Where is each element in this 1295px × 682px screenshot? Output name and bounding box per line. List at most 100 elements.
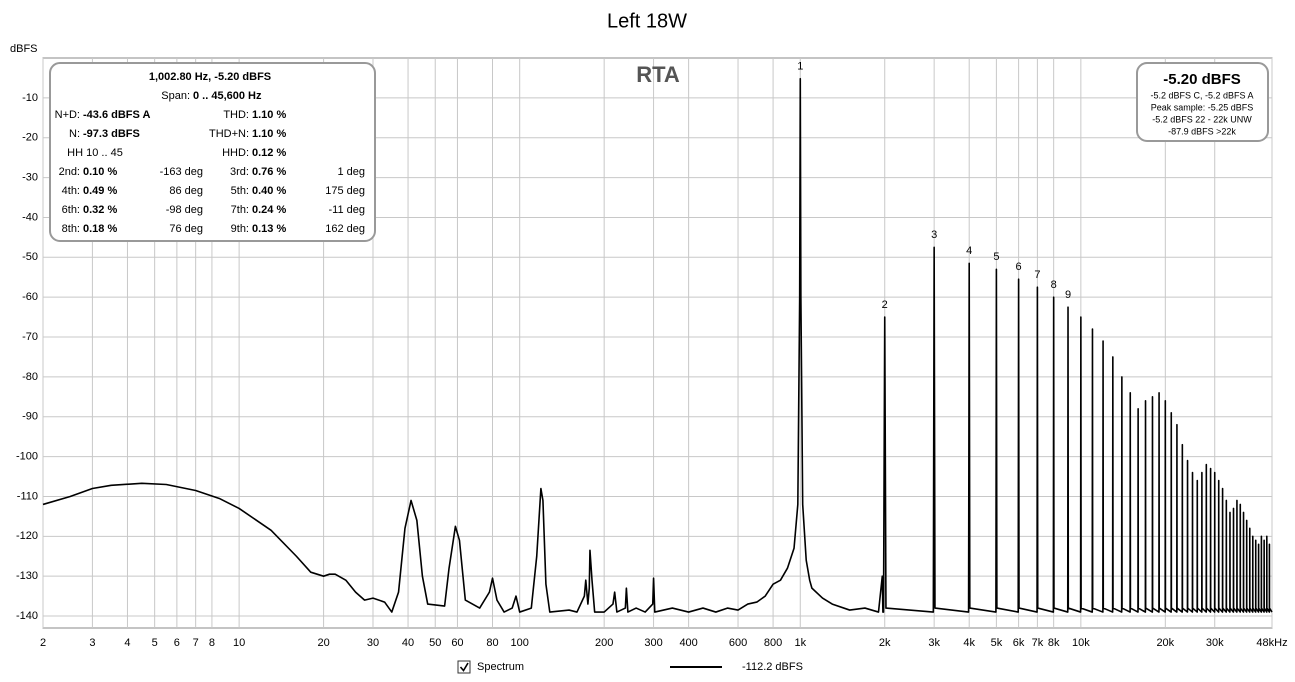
info-label: THD:: [223, 109, 249, 121]
x-tick-label: 200: [595, 637, 613, 649]
harmonic-label: 9: [1065, 289, 1071, 301]
x-tick-label: 48kHz: [1256, 637, 1287, 649]
info-value: -43.6 dBFS A: [83, 109, 150, 121]
x-tick-label: 8k: [1048, 637, 1060, 649]
info-value: 0.13 %: [252, 223, 286, 235]
info-label: 8th:: [62, 223, 80, 235]
x-tick-label: 300: [644, 637, 662, 649]
info-label: 9th:: [231, 223, 249, 235]
x-tick-label: 4k: [963, 637, 975, 649]
harmonic-label: 2: [882, 299, 888, 311]
y-tick-label: -30: [22, 171, 38, 183]
info-value: -97.3 dBFS: [83, 128, 140, 140]
chart-title: Left 18W: [607, 10, 687, 32]
info-value: 0.10 %: [83, 166, 117, 178]
info-phase: -163 deg: [160, 166, 203, 178]
level-panel-box: [1136, 62, 1269, 142]
level-panel: -5.20 dBFS -5.2 dBFS C, -5.2 dBFS A Peak s…: [1136, 62, 1269, 142]
level-value: -5.20 dBFS: [1163, 71, 1241, 88]
x-tick-label: 7k: [1032, 637, 1044, 649]
grid: [42, 58, 1273, 628]
info-value: 1.10 %: [252, 109, 286, 121]
plot-label: RTA: [636, 62, 680, 87]
x-tick-label: 10: [233, 637, 245, 649]
info-label: THD+N:: [209, 128, 249, 140]
y-tick-label: -10: [22, 92, 38, 104]
harmonic-label: 6: [1016, 261, 1022, 273]
spectrum-line: [42, 77, 1273, 613]
info-label: 2nd:: [59, 166, 80, 178]
y-tick-label: -20: [22, 132, 38, 144]
y-tick-label: -70: [22, 331, 38, 343]
x-tick-label: 80: [486, 637, 498, 649]
info-value: 0.40 %: [252, 185, 286, 197]
x-tick-label: 30k: [1206, 637, 1224, 649]
info-value: 0.18 %: [83, 223, 117, 235]
level-line: -5.2 dBFS 22 - 22k UNW: [1152, 114, 1252, 124]
y-tick-label: -140: [16, 610, 38, 622]
harmonic-label: 4: [966, 245, 972, 257]
harmonic-label: 1: [797, 61, 803, 73]
x-tick-label: 7: [193, 637, 199, 649]
x-tick-label: 10k: [1072, 637, 1090, 649]
y-tick-label: -80: [22, 371, 38, 383]
y-axis-label: dBFS: [10, 43, 38, 55]
x-tick-label: 6k: [1013, 637, 1025, 649]
info-label: 6th:: [62, 204, 80, 216]
info-label: 3rd:: [230, 166, 249, 178]
x-tick-label: 400: [679, 637, 697, 649]
x-tick-label: 50: [429, 637, 441, 649]
x-tick-label: 40: [402, 637, 414, 649]
x-tick-label: 800: [764, 637, 782, 649]
x-tick-label: 5: [152, 637, 158, 649]
x-tick-label: 4: [124, 637, 130, 649]
level-line: Peak sample: -5.25 dBFS: [1151, 102, 1254, 112]
info-phase: 1 deg: [337, 166, 365, 178]
x-tick-label: 60: [451, 637, 463, 649]
info-label: 4th:: [62, 185, 80, 197]
y-tick-label: -50: [22, 251, 38, 263]
info-phase: 86 deg: [169, 185, 203, 197]
info-phase: -11 deg: [329, 204, 366, 216]
x-tick-label: 100: [511, 637, 529, 649]
info-value: 0.49 %: [83, 185, 117, 197]
level-line: -5.2 dBFS C, -5.2 dBFS A: [1150, 90, 1253, 100]
info-label: 5th:: [231, 185, 249, 197]
x-tick-label: 1k: [794, 637, 806, 649]
y-tick-label: -40: [22, 211, 38, 223]
info-phase: -98 deg: [166, 204, 203, 216]
info-phase: 175 deg: [325, 185, 365, 197]
x-tick-label: 3k: [928, 637, 940, 649]
x-tick-label: 2k: [879, 637, 891, 649]
y-tick-label: -110: [17, 490, 38, 502]
legend-label[interactable]: Spectrum: [477, 661, 524, 673]
harmonic-label: 7: [1034, 269, 1040, 281]
info-value: 0.76 %: [252, 166, 286, 178]
level-line: -87.9 dBFS >22k: [1168, 126, 1236, 136]
x-tick-label: 8: [209, 637, 215, 649]
x-tick-label: 20: [317, 637, 329, 649]
x-tick-label: 30: [367, 637, 379, 649]
harmonic-label: 5: [993, 251, 999, 263]
x-tick-label: 2: [40, 637, 46, 649]
x-tick-label: 600: [729, 637, 747, 649]
info-value: 0 .. 45,600 Hz: [193, 90, 262, 102]
y-tick-label: -130: [16, 570, 38, 582]
info-value: 0.12 %: [252, 147, 286, 159]
y-tick-label: -60: [22, 291, 38, 303]
x-tick-label: 5k: [991, 637, 1003, 649]
info-value: 0.32 %: [83, 204, 117, 216]
harmonic-label: 3: [931, 229, 937, 241]
info-panel: 1,002.80 Hz, -5.20 dBFS Span: 0 .. 45,600 …: [49, 62, 376, 242]
legend: Spectrum -112.2 dBFS: [457, 660, 803, 674]
x-tick-label: 20k: [1156, 637, 1174, 649]
info-panel-box: [49, 62, 376, 242]
info-label: 7th:: [231, 204, 249, 216]
x-tick-label: 6: [174, 637, 180, 649]
info-label: HHD:: [222, 147, 249, 159]
info-value: 1.10 %: [252, 128, 286, 140]
info-label: Span:: [161, 90, 190, 102]
info-label: HH 10 .. 45: [67, 147, 123, 159]
